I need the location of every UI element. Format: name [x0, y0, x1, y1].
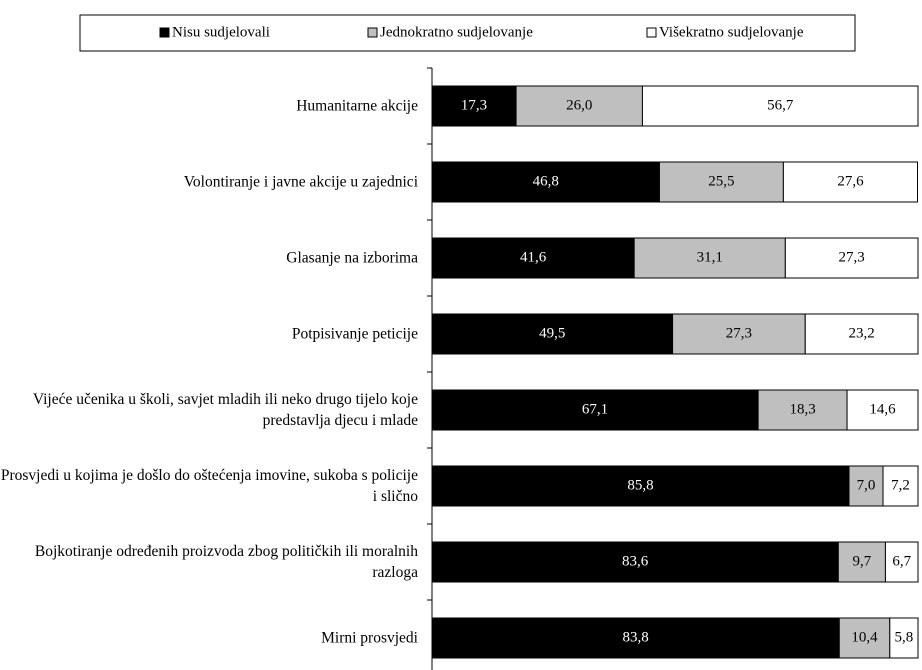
bar-segment	[431, 237, 635, 279]
bar-segment	[431, 465, 850, 507]
legend-label: Jednokratno sudjelovanje	[380, 24, 533, 40]
bar-segment	[889, 617, 919, 659]
value-label: 7,2	[891, 477, 910, 493]
category-label: Potpisivanje peticije	[291, 325, 418, 343]
legend-swatch	[367, 27, 378, 38]
value-label: 25,5	[708, 173, 734, 189]
legend-box	[79, 14, 856, 52]
legend-label: Višekratno sudjelovanje	[659, 24, 804, 40]
legend-swatch	[646, 27, 657, 38]
bar-segment	[431, 541, 839, 583]
value-label: 83,6	[622, 553, 649, 569]
value-label: 14,6	[869, 401, 896, 417]
category-label: Mirni prosvjedi	[321, 629, 418, 647]
bar-segment	[882, 465, 919, 507]
legend-swatch	[159, 27, 170, 38]
value-label: 7,0	[857, 477, 876, 493]
bar-segment	[431, 85, 517, 127]
value-label: 67,1	[582, 401, 608, 417]
bar-segment	[658, 161, 784, 203]
legend-label: Nisu sudjelovali	[172, 24, 270, 40]
value-label: 6,7	[892, 553, 911, 569]
value-label: 85,8	[627, 477, 653, 493]
value-label: 56,7	[767, 97, 794, 113]
value-label: 46,8	[533, 173, 559, 189]
category-label: Glasanje na izborima	[286, 249, 418, 267]
bar-segment	[641, 85, 919, 127]
category-label: Humanitarne akcije	[296, 97, 418, 115]
value-label: 27,6	[837, 173, 864, 189]
value-label: 18,3	[789, 401, 815, 417]
bar-segment	[884, 541, 919, 583]
value-label: 27,3	[839, 249, 865, 265]
category-label: Vijeće učenika u školi, savjet mladih il…	[32, 391, 418, 429]
bar-segment	[515, 85, 643, 127]
value-label: 17,3	[461, 97, 487, 113]
value-label: 83,8	[623, 629, 649, 645]
category-label: Bojkotiranje određenih proizvoda zbog po…	[34, 543, 418, 581]
bar-segment	[838, 617, 891, 659]
value-label: 5,8	[895, 629, 914, 645]
value-label: 27,3	[726, 325, 752, 341]
bar-segment	[672, 313, 806, 355]
category-label: Volontiranje i javne akcije u zajednici	[183, 173, 418, 191]
category-label: Prosvjedi u kojima je došlo do oštećenja…	[0, 467, 418, 505]
bar-segment	[757, 389, 848, 431]
bar-segment	[431, 389, 759, 431]
bar-segment	[633, 237, 786, 279]
value-label: 9,7	[852, 553, 871, 569]
bar-segment	[848, 465, 884, 507]
bar-segment	[782, 161, 919, 203]
value-label: 31,1	[697, 249, 723, 265]
bar-segment	[804, 313, 919, 355]
value-label: 26,0	[566, 97, 592, 113]
bar-segment	[431, 617, 840, 659]
bar-segment	[431, 313, 674, 355]
value-label: 23,2	[848, 325, 874, 341]
bar-segment	[846, 389, 919, 431]
bar-segment	[784, 237, 919, 279]
value-label: 41,6	[520, 249, 547, 265]
value-label: 49,5	[539, 325, 565, 341]
value-label: 10,4	[851, 629, 878, 645]
